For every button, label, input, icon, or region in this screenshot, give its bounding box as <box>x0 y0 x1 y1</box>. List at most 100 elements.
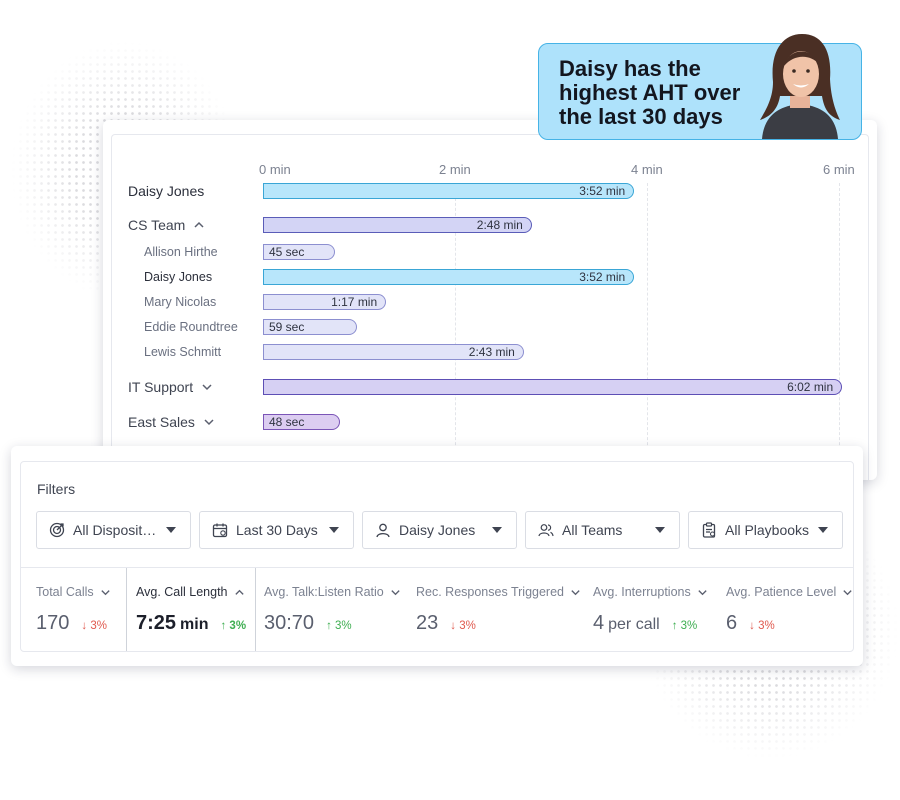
x-tick-label: 2 min <box>439 162 471 177</box>
metric-label: Rec. Responses Triggered <box>416 585 581 599</box>
user-icon <box>376 523 390 538</box>
chevron-down-icon[interactable] <box>842 587 853 598</box>
metric-value-row: 7:25 min ↑ 3% <box>136 612 246 635</box>
callout-text: Daisy has the highest AHT over the last … <box>559 56 741 129</box>
calendar-icon <box>212 523 228 538</box>
gridline <box>647 183 648 480</box>
team-row-label[interactable]: IT Support <box>128 378 213 396</box>
metric-label: Avg. Call Length <box>136 585 245 599</box>
bar[interactable]: 1:17 min <box>263 294 387 310</box>
disposition-dropdown[interactable]: All Dispositi… <box>36 511 191 549</box>
metric-value-row: 23 ↓ 3% <box>416 612 476 635</box>
metric-value: 23 <box>416 612 439 634</box>
chevron-up-icon[interactable] <box>193 219 205 231</box>
metric-label-text: Avg. Patience Level <box>726 585 837 599</box>
metric-unit: min <box>180 616 209 633</box>
metric-label-text: Avg. Call Length <box>136 585 228 599</box>
metric-card[interactable]: Avg. Patience Level 6 ↓ 3% <box>726 568 853 651</box>
filters-panel: Filters All Dispositi… Last 30 Days Dais… <box>20 461 854 652</box>
agent-row-label: Lewis Schmitt <box>144 343 221 361</box>
row-name: Daisy Jones <box>128 183 205 199</box>
metric-label-text: Avg. Talk:Listen Ratio <box>264 585 384 599</box>
caret-down-icon <box>329 527 339 533</box>
metric-value: 7:25 <box>136 612 177 634</box>
bar[interactable]: 2:43 min <box>263 344 524 360</box>
row-name: Lewis Schmitt <box>144 345 222 359</box>
metric-delta: ↑ 3% <box>220 620 247 632</box>
metric-label-text: Total Calls <box>36 585 94 599</box>
metric-card[interactable]: Avg. Talk:Listen Ratio 30:70 ↑ 3% <box>264 568 416 651</box>
gridline <box>839 183 840 480</box>
metric-label: Avg. Talk:Listen Ratio <box>264 585 401 599</box>
row-name: Daisy Jones <box>144 270 213 284</box>
agent-row-label: Allison Hirthe <box>144 243 218 261</box>
filters-card: Filters All Dispositi… Last 30 Days Dais… <box>11 446 863 666</box>
metric-value: 6 <box>726 612 738 634</box>
metric-card[interactable]: Avg. Interruptions 4 per call ↑ 3% <box>593 568 726 651</box>
insight-callout: Daisy has the highest AHT over the last … <box>538 34 862 140</box>
bar[interactable]: 3:52 min <box>263 269 635 285</box>
x-tick-label: 0 min <box>259 162 291 177</box>
metric-value-row: 6 ↓ 3% <box>726 612 775 635</box>
agent-row-label: Daisy Jones <box>144 268 212 286</box>
team-row-label[interactable]: CS Team <box>128 216 205 234</box>
metric-unit: per call <box>608 616 660 633</box>
playbooks-dropdown[interactable]: All Playbooks <box>688 511 843 549</box>
metric-label: Avg. Patience Level <box>726 585 853 599</box>
clipboard-icon <box>702 522 716 538</box>
dropdown-label: Daisy Jones <box>399 522 476 538</box>
caret-down-icon <box>655 527 665 533</box>
bar[interactable]: 6:02 min <box>263 379 843 395</box>
agent-dropdown[interactable]: Daisy Jones <box>362 511 517 549</box>
row-name: CS Team <box>128 217 186 233</box>
metrics-row: Total Calls 170 ↓ 3% Avg. Call Length 7:25 mi… <box>21 567 853 651</box>
gridline <box>455 183 456 480</box>
aht-chart-card: 0 min 2 min 4 min 6 min Daisy Jones 3:52 min C… <box>103 120 877 480</box>
row-name: IT Support <box>128 379 194 395</box>
row-name: East Sales <box>128 414 195 430</box>
chevron-down-icon[interactable] <box>697 587 708 598</box>
chevron-down-icon[interactable] <box>570 587 581 598</box>
metric-value: 4 <box>593 612 605 634</box>
metric-card[interactable]: Rec. Responses Triggered 23 ↓ 3% <box>416 568 593 651</box>
metric-card[interactable]: Avg. Call Length 7:25 min ↑ 3% <box>126 568 256 651</box>
users-icon <box>538 524 554 537</box>
metric-card[interactable]: Total Calls 170 ↓ 3% <box>36 568 126 651</box>
metric-delta: ↓ 3% <box>749 620 775 632</box>
bar[interactable]: 48 sec <box>263 414 340 430</box>
metric-value-row: 4 per call ↑ 3% <box>593 612 697 635</box>
bar[interactable]: 59 sec <box>263 319 358 335</box>
chevron-down-icon[interactable] <box>203 416 215 428</box>
metric-value-row: 30:70 ↑ 3% <box>264 612 352 635</box>
agent-avatar <box>760 34 840 139</box>
teams-dropdown[interactable]: All Teams <box>525 511 680 549</box>
bar[interactable]: 2:48 min <box>263 217 532 233</box>
metric-label: Avg. Interruptions <box>593 585 708 599</box>
metric-label: Total Calls <box>36 585 111 599</box>
chevron-down-icon[interactable] <box>201 381 213 393</box>
dropdown-label: All Teams <box>562 522 623 538</box>
chevron-up-icon[interactable] <box>234 587 245 598</box>
chevron-down-icon[interactable] <box>100 587 111 598</box>
metric-value-row: 170 ↓ 3% <box>36 612 107 635</box>
row-name: Allison Hirthe <box>144 245 218 259</box>
x-tick-label: 4 min <box>631 162 663 177</box>
bar[interactable]: 3:52 min <box>263 183 635 199</box>
target-icon <box>49 522 65 538</box>
caret-down-icon <box>818 527 828 533</box>
dropdown-label: Last 30 Days <box>236 522 318 538</box>
chevron-down-icon[interactable] <box>390 587 401 598</box>
metric-delta: ↑ 3% <box>326 620 352 632</box>
caret-down-icon <box>166 527 176 533</box>
agent-row-label: Daisy Jones <box>128 182 204 200</box>
metric-delta: ↓ 3% <box>81 620 107 632</box>
aht-bar-chart: 0 min 2 min 4 min 6 min Daisy Jones 3:52 min C… <box>111 134 869 480</box>
bar[interactable]: 45 sec <box>263 244 335 260</box>
dropdown-label: All Dispositi… <box>73 522 158 538</box>
metric-label-text: Rec. Responses Triggered <box>416 585 564 599</box>
metric-value: 30:70 <box>264 612 315 634</box>
filters-title: Filters <box>37 481 76 497</box>
agent-row-label: Mary Nicolas <box>144 293 216 311</box>
team-row-label[interactable]: East Sales <box>128 413 215 431</box>
date-range-dropdown[interactable]: Last 30 Days <box>199 511 354 549</box>
